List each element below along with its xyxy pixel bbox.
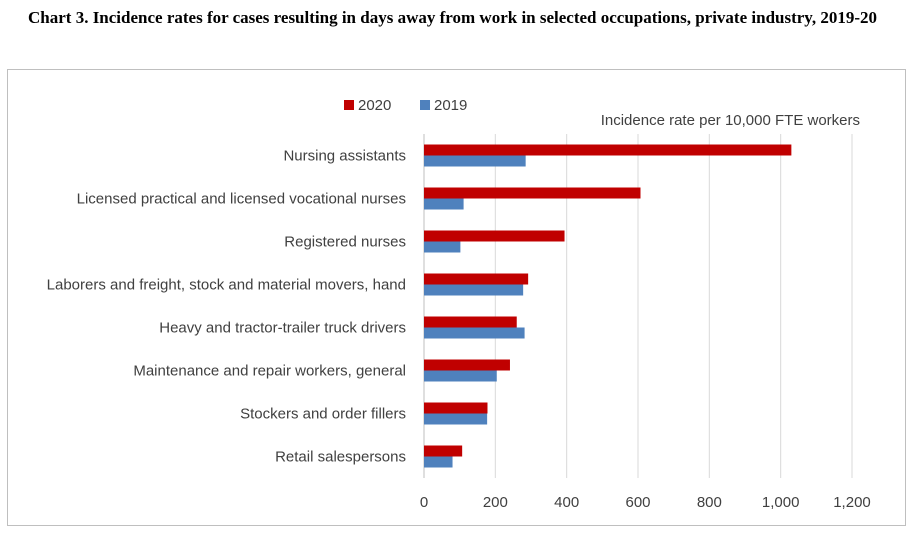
chart-title: Chart 3. Incidence rates for cases resul… [28, 8, 878, 27]
bar-2020-6 [424, 402, 488, 414]
bar-2020-4 [424, 316, 517, 328]
legend-label-2019: 2019 [434, 97, 467, 114]
bar-2020-7 [424, 445, 463, 457]
legend-swatch-2019 [420, 100, 430, 110]
x-axis-title: Incidence rate per 10,000 FTE workers [601, 112, 860, 129]
x-tick-label-1: 200 [483, 494, 508, 511]
bar-2019-2 [424, 241, 461, 253]
bar-2020-1 [424, 187, 641, 199]
category-label-1: Licensed practical and licensed vocation… [77, 191, 406, 208]
bars [424, 144, 792, 468]
category-label-5: Maintenance and repair workers, general [133, 363, 406, 380]
x-tick-label-2: 400 [554, 494, 579, 511]
bar-2020-2 [424, 230, 565, 242]
bar-2020-0 [424, 144, 792, 156]
legend-label-2020: 2020 [358, 97, 391, 114]
category-label-4: Heavy and tractor-trailer truck drivers [159, 320, 406, 337]
x-tick-labels: 0 200 400 600 800 1,000 1,200 [420, 494, 871, 511]
x-tick-label-5: 1,000 [762, 494, 800, 511]
bar-2019-7 [424, 456, 453, 468]
category-label-3: Laborers and freight, stock and material… [47, 277, 406, 294]
category-label-6: Stockers and order fillers [240, 406, 406, 423]
x-tick-label-4: 800 [697, 494, 722, 511]
x-tick-label-3: 600 [625, 494, 650, 511]
bar-2019-1 [424, 198, 464, 210]
x-tick-label-0: 0 [420, 494, 428, 511]
category-label-2: Registered nurses [284, 234, 406, 251]
category-label-0: Nursing assistants [283, 148, 406, 165]
bar-2019-0 [424, 155, 526, 167]
category-label-7: Retail salespersons [275, 449, 406, 466]
legend-swatch-2020 [344, 100, 354, 110]
bar-2020-5 [424, 359, 510, 371]
gridlines [423, 134, 853, 478]
legend: 2020 2019 [344, 97, 467, 114]
x-tick-label-6: 1,200 [833, 494, 871, 511]
bar-2019-5 [424, 370, 497, 382]
category-labels: Nursing assistants Licensed practical and… [47, 148, 406, 466]
bar-2020-3 [424, 273, 529, 285]
bar-2019-3 [424, 284, 524, 296]
bar-2019-4 [424, 327, 525, 339]
bar-2019-6 [424, 413, 488, 425]
